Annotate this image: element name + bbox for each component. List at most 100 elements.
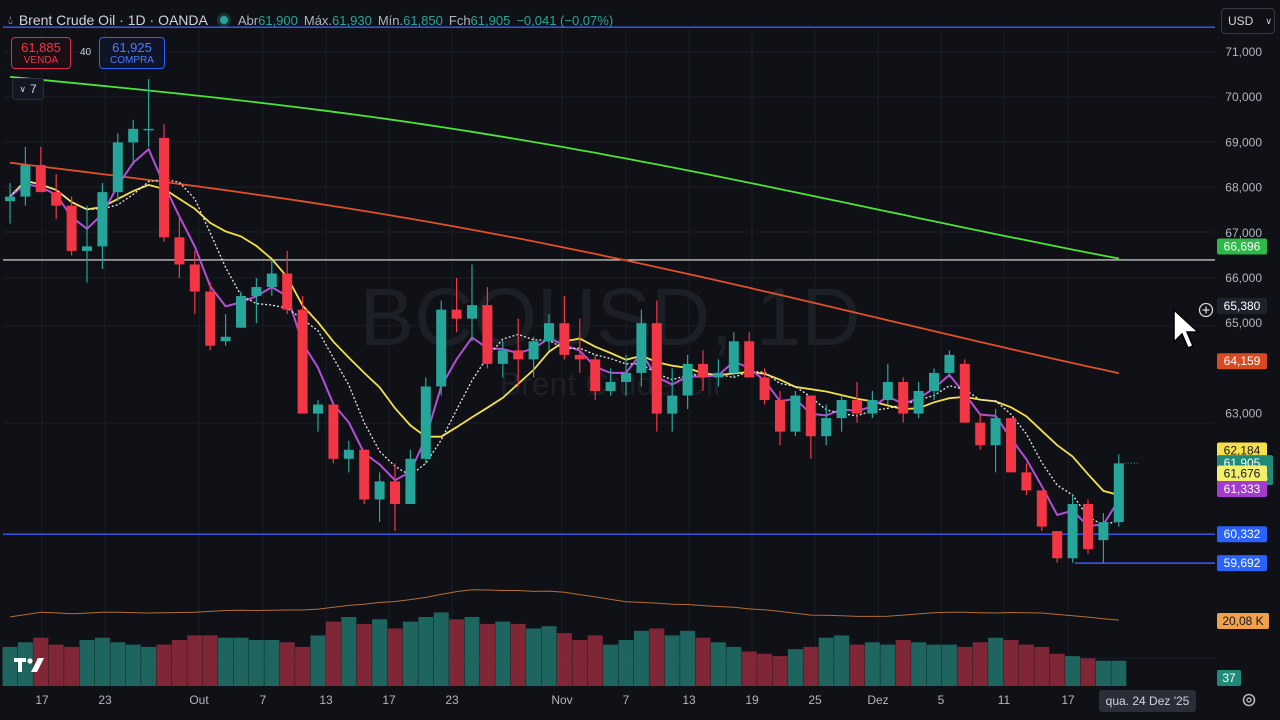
change-value: −0,041 (−0,07%) bbox=[516, 12, 614, 28]
candle-body bbox=[636, 323, 647, 373]
buy-price: 61,925 bbox=[112, 40, 152, 55]
chevron-down-icon: ∨ bbox=[1265, 15, 1272, 26]
candle-body bbox=[759, 377, 770, 401]
volume-bar bbox=[941, 644, 957, 686]
candle-body bbox=[574, 354, 585, 360]
volume-bar bbox=[48, 644, 64, 686]
volume-bar bbox=[356, 623, 372, 686]
volume-bar bbox=[372, 619, 388, 686]
price-tick: 68,000 bbox=[1225, 181, 1262, 195]
candle-body bbox=[467, 305, 477, 319]
volume-ma-label-bg bbox=[1217, 613, 1269, 629]
candle-body bbox=[1006, 418, 1016, 473]
tradingview-logo-icon[interactable] bbox=[14, 656, 46, 674]
candle-body bbox=[805, 395, 816, 437]
sell-button[interactable]: 61,885 VENDA bbox=[11, 37, 71, 69]
volume-bar bbox=[1018, 644, 1034, 686]
ma-green-price-label: 66,696 bbox=[1224, 240, 1261, 254]
hline2-price-label: 59,692 bbox=[1224, 556, 1261, 570]
volume-bar bbox=[911, 642, 927, 686]
candle-body bbox=[975, 422, 986, 446]
time-axis: 17 23 Out 7 13 17 23 Nov 7 13 19 25 Dez 5 11 17 bbox=[35, 693, 1075, 707]
volume-bar bbox=[433, 612, 449, 686]
candle-body bbox=[1113, 463, 1124, 523]
currency-select[interactable]: USD ∨ bbox=[1221, 8, 1275, 34]
volume-bar bbox=[695, 637, 711, 686]
candle-body bbox=[374, 481, 385, 500]
symbol-title[interactable]: Brent Crude Oil · 1D · OANDA bbox=[18, 12, 208, 28]
volume-bar bbox=[926, 644, 942, 686]
candle-body bbox=[5, 196, 15, 202]
ma-purple-price-label: 61,333 bbox=[1224, 482, 1261, 496]
candle-body bbox=[667, 395, 678, 414]
candle-body bbox=[189, 264, 200, 292]
volume-bar bbox=[1049, 653, 1065, 686]
horizontal-lines bbox=[3, 26, 1215, 564]
gear-icon[interactable] bbox=[1240, 691, 1258, 709]
candle-body bbox=[220, 336, 231, 342]
volume-bar bbox=[572, 640, 588, 686]
volume-bar bbox=[818, 637, 834, 686]
candle-body bbox=[852, 400, 862, 414]
volume-bar bbox=[1003, 640, 1019, 686]
buy-button[interactable]: 61,925 COMPRA bbox=[99, 37, 165, 69]
price-tick: 66,000 bbox=[1225, 271, 1262, 285]
add-alert-icon[interactable] bbox=[1197, 301, 1215, 319]
volume-bar bbox=[1111, 660, 1127, 686]
low-label: Mín. bbox=[377, 12, 404, 28]
time-tick: 25 bbox=[808, 693, 822, 707]
price-axis: 71,000 70,000 69,000 68,000 67,000 66,000 65,0… bbox=[1216, 0, 1280, 720]
volume-bar bbox=[680, 630, 696, 686]
volume-bar bbox=[387, 628, 403, 686]
candle-body bbox=[20, 165, 31, 197]
volume-bar bbox=[1095, 660, 1111, 686]
cursor-price-bg bbox=[1217, 298, 1267, 315]
candle-body bbox=[775, 400, 785, 432]
volume-bar bbox=[418, 617, 434, 686]
low-value: 61,850 bbox=[403, 12, 443, 28]
cursor-price-label: 65,380 bbox=[1224, 299, 1261, 313]
candle-body bbox=[544, 323, 554, 342]
high-value: 61,930 bbox=[332, 12, 372, 28]
volume-bar bbox=[510, 623, 526, 686]
volume-bar bbox=[649, 628, 665, 686]
candle-body bbox=[35, 165, 46, 193]
ma-purple-price-label-bg bbox=[1217, 480, 1267, 497]
candle-body bbox=[266, 273, 277, 288]
volume-bars bbox=[2, 589, 1127, 686]
candle-body bbox=[590, 359, 601, 391]
sell-label: VENDA bbox=[23, 55, 59, 66]
candle-body bbox=[297, 309, 308, 414]
volume-bar bbox=[957, 646, 973, 686]
candle-body bbox=[1067, 504, 1078, 559]
volume-bar bbox=[880, 644, 896, 686]
open-value: 61,900 bbox=[258, 12, 298, 28]
sell-price: 61,885 bbox=[21, 40, 61, 55]
candle-body bbox=[1083, 504, 1093, 550]
high-label: Máx. bbox=[303, 12, 333, 28]
volume-bar bbox=[741, 651, 757, 686]
open-label: Abr bbox=[237, 12, 259, 28]
candle-body bbox=[205, 291, 216, 346]
volume-bar bbox=[2, 646, 18, 686]
candle-body bbox=[51, 192, 62, 206]
volume-bar bbox=[325, 621, 341, 686]
drop-icon: 💧︎ bbox=[8, 12, 13, 27]
volume-bar bbox=[895, 640, 911, 686]
candle-body bbox=[313, 404, 323, 414]
candle-body bbox=[251, 287, 262, 297]
volume-bar bbox=[479, 623, 495, 686]
symbol-header[interactable]: 💧︎ Brent Crude Oil · 1D · OANDA Abr 61,90… bbox=[8, 10, 619, 30]
buy-label: COMPRA bbox=[110, 55, 154, 66]
indicators-toggle-button[interactable]: ∨ 7 bbox=[12, 78, 44, 100]
market-status-icon[interactable] bbox=[219, 16, 228, 24]
candle-body bbox=[559, 323, 570, 355]
volume-bar bbox=[1080, 658, 1096, 686]
candle-body bbox=[82, 246, 92, 251]
candle-body bbox=[328, 404, 339, 459]
volume-bar bbox=[726, 646, 742, 686]
candle-body bbox=[913, 391, 924, 414]
volume-bar bbox=[633, 630, 649, 686]
volume-bar bbox=[141, 646, 157, 686]
